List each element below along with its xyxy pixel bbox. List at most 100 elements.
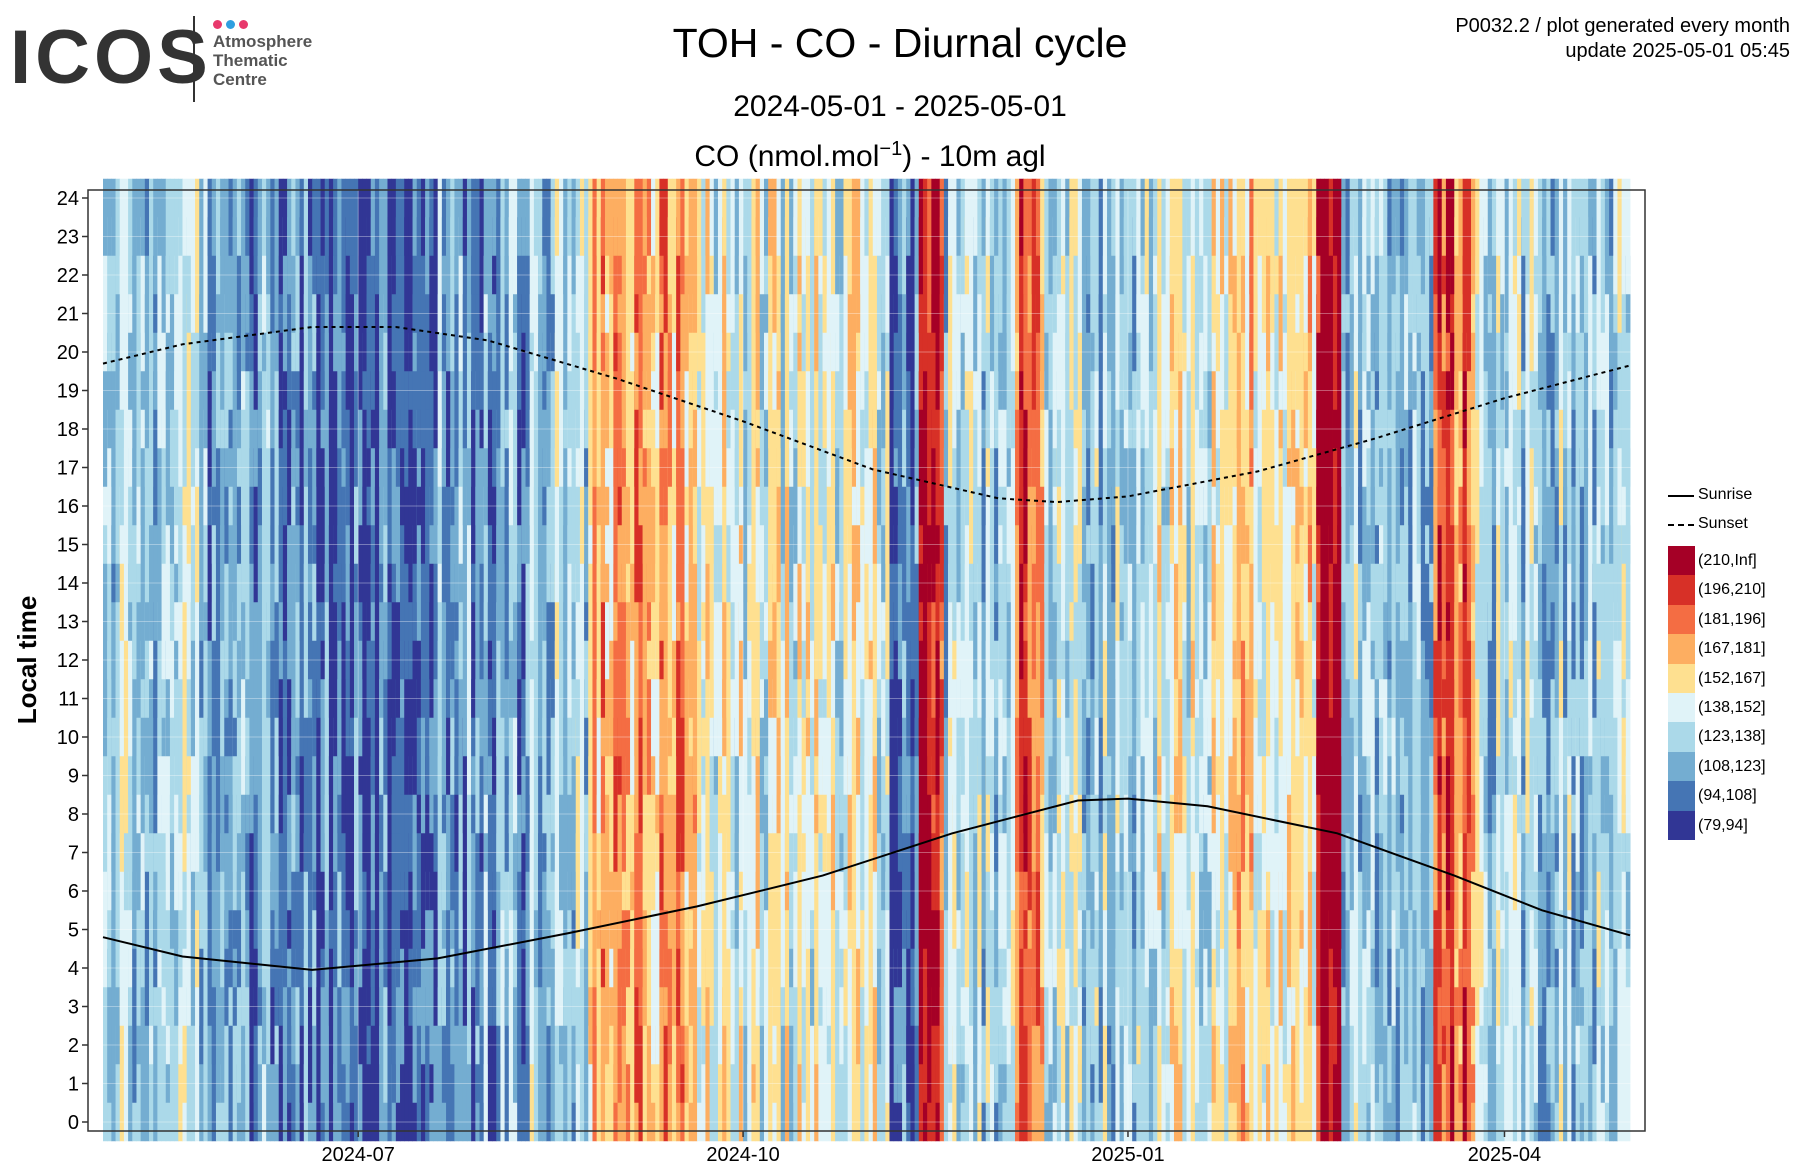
heatmap-cell [797, 525, 803, 680]
heatmap-cell [1312, 178, 1317, 256]
heatmap-cell [433, 871, 439, 988]
heatmap-cell [638, 794, 644, 911]
heatmap-cell [550, 332, 556, 487]
heatmap-cell [584, 332, 589, 449]
heatmap-cell [1169, 178, 1175, 295]
y-tick-label: 20 [57, 342, 79, 364]
heatmap-cell [1094, 332, 1100, 449]
heatmap-cell [638, 987, 644, 1142]
heatmap-cell [161, 409, 167, 564]
heatmap-cell [981, 563, 987, 680]
heatmap-cell [328, 294, 334, 449]
heatmap-cell [1550, 563, 1556, 680]
heatmap-cell [1332, 178, 1338, 256]
heatmap-cell [1107, 409, 1112, 564]
heatmap-cell [1491, 910, 1497, 1026]
heatmap-cell [1316, 178, 1321, 256]
y-tick-label: 13 [57, 612, 79, 634]
heatmap-cell [274, 602, 280, 718]
heatmap-cell [1015, 833, 1020, 988]
heatmap-cell [1454, 486, 1459, 641]
heatmap-cell [1107, 602, 1112, 757]
heatmap-cell [1236, 833, 1242, 949]
heatmap-cell [1349, 717, 1355, 834]
heatmap-cell [1056, 178, 1062, 295]
heatmap-cell [412, 756, 418, 872]
heatmap-cell [1316, 563, 1321, 680]
heatmap-cell [717, 1025, 723, 1142]
heatmap-cell [1249, 255, 1254, 372]
heatmap-cell [1529, 1025, 1535, 1142]
heatmap-cell [282, 409, 288, 526]
heatmap-cell [1542, 563, 1547, 718]
heatmap-cell [1525, 871, 1530, 1026]
heatmap-cell [1056, 987, 1062, 1142]
heatmap-cell [1378, 178, 1384, 256]
heatmap-cell [479, 525, 485, 680]
heatmap-cell [1345, 871, 1351, 1026]
heatmap-cell [1458, 217, 1464, 372]
heatmap-cell [1228, 717, 1233, 872]
heatmap-cell [625, 948, 631, 1065]
heatmap-cell [1558, 602, 1564, 718]
heatmap-cell [274, 178, 280, 295]
heatmap-cell [902, 679, 907, 834]
heatmap-cell [897, 948, 903, 1103]
heatmap-cell [533, 717, 539, 872]
heatmap-cell [1140, 178, 1146, 256]
heatmap-cell [613, 948, 618, 1103]
heatmap-cell [952, 640, 957, 757]
heatmap-cell [860, 871, 865, 988]
heatmap-cell [789, 794, 794, 911]
heatmap-cell [1320, 756, 1325, 911]
heatmap-cell [588, 1025, 593, 1142]
heatmap-cell [542, 717, 547, 834]
heatmap-cell [676, 448, 681, 603]
heatmap-cell [1370, 525, 1376, 641]
heatmap-cell [128, 640, 133, 757]
heatmap-cell [902, 1025, 907, 1142]
heatmap-cell [383, 178, 388, 295]
heatmap-cell [868, 948, 874, 1065]
heatmap-cell [1491, 987, 1497, 1142]
heatmap-cell [1592, 178, 1597, 256]
heatmap-cell [1236, 294, 1242, 449]
heatmap-cell [1027, 563, 1033, 718]
heatmap-cell [249, 602, 254, 718]
heatmap-cell [446, 871, 451, 1026]
heatmap-cell [458, 217, 464, 372]
y-tick-label: 16 [57, 496, 79, 518]
heatmap-cell [1370, 255, 1376, 372]
heatmap-cell [1491, 679, 1497, 795]
heatmap-cell [324, 332, 330, 487]
heatmap-cell [1613, 602, 1618, 718]
heatmap-cell [671, 217, 677, 333]
heatmap-cell [195, 948, 200, 1065]
heatmap-cell [559, 1025, 564, 1142]
heatmap-cell [663, 178, 669, 333]
logo-line-1: Atmosphere [213, 32, 313, 51]
heatmap-cell [1102, 602, 1108, 757]
heatmap-cell [408, 910, 413, 1026]
heatmap-cell [538, 717, 543, 872]
heatmap-cell [1081, 448, 1087, 603]
heatmap-cell [1625, 294, 1631, 410]
heatmap-cell [973, 948, 978, 1065]
heatmap-cell [684, 602, 690, 757]
heatmap-cell [128, 756, 133, 911]
heatmap-cell [408, 178, 413, 256]
heatmap-cell [483, 178, 489, 295]
heatmap-cell [1010, 178, 1016, 333]
heatmap-cell [1353, 525, 1359, 680]
heatmap-cell [1617, 294, 1623, 449]
heatmap-cell [1303, 525, 1309, 641]
heatmap-cell [1420, 833, 1426, 949]
heatmap-cell [1102, 987, 1108, 1142]
heatmap-cell [910, 910, 916, 1026]
heatmap-cell [1270, 178, 1275, 333]
heatmap-cell [621, 1025, 627, 1142]
heatmap-cell [1144, 525, 1150, 680]
heatmap-cell [1412, 371, 1418, 526]
heatmap-cell [910, 987, 916, 1103]
y-tick-label: 10 [57, 727, 79, 749]
